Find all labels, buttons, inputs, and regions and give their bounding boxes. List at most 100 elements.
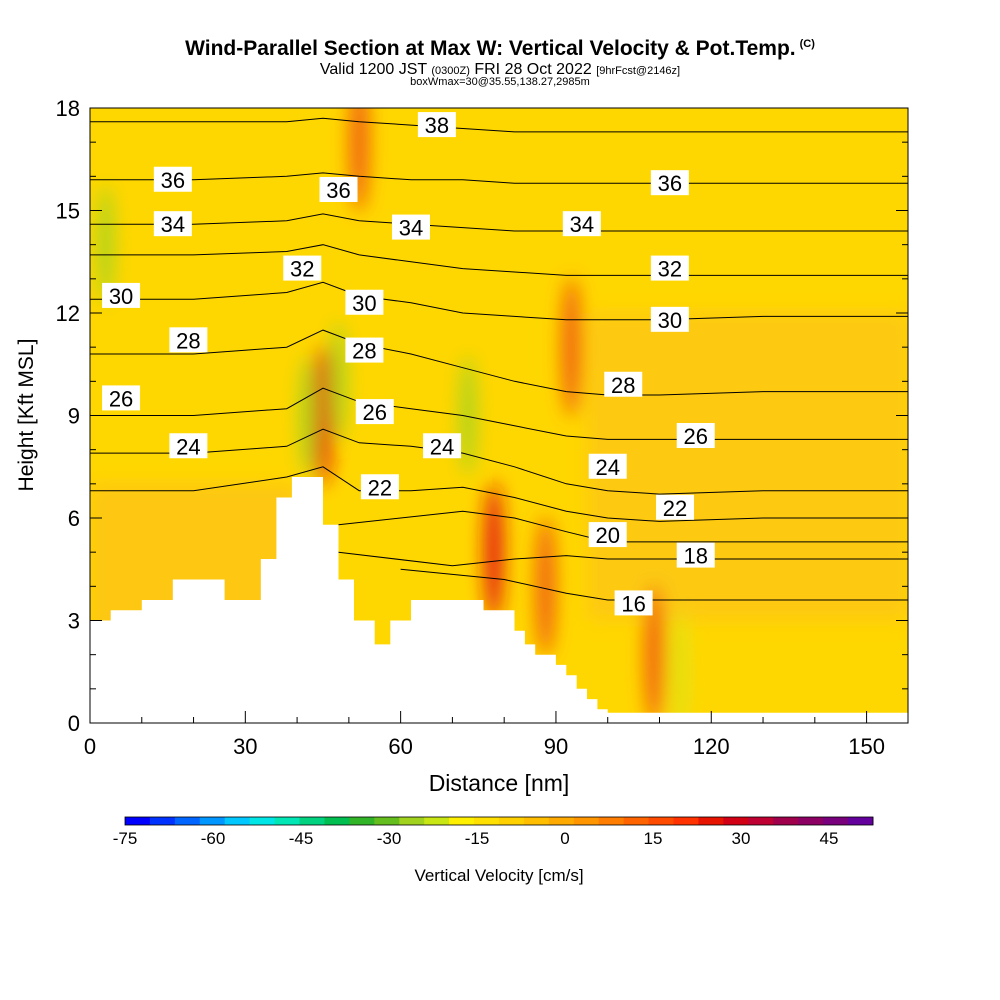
- colorbar-swatch: [499, 817, 525, 825]
- colorbar-tick-label: -15: [465, 829, 490, 848]
- label-text: 38: [425, 113, 449, 138]
- label-text: 24: [595, 455, 619, 480]
- warm-region: [587, 313, 908, 621]
- label-box: [102, 385, 141, 411]
- downdraft-cell: [671, 611, 690, 723]
- colorbar-tick-label: 45: [820, 829, 839, 848]
- downdraft-cell: [458, 355, 477, 476]
- colorbar-tick-label: 0: [560, 829, 569, 848]
- label-text: 18: [683, 544, 707, 569]
- isentrope-38: [90, 117, 908, 133]
- label-text: 22: [663, 496, 687, 521]
- colorbar-label: Vertical Velocity [cm/s]: [414, 866, 583, 885]
- colorbar-swatch: [249, 817, 276, 825]
- isentrope-label: 30: [102, 282, 141, 309]
- x-tick-label: 0: [84, 734, 96, 759]
- label-box: [169, 327, 208, 353]
- isentrope-22: [90, 466, 908, 522]
- updraft-cell: [535, 516, 556, 657]
- label-text: 16: [621, 591, 645, 616]
- isentrope-label: 28: [169, 327, 208, 353]
- x-tick-label: 90: [544, 734, 568, 759]
- label-text: 30: [109, 284, 133, 309]
- label-box: [283, 255, 322, 281]
- terrain-profile: [90, 477, 908, 723]
- colorbar-swatch: [274, 817, 301, 825]
- y-tick-label: 3: [68, 609, 80, 634]
- label-text: 34: [570, 212, 594, 237]
- label-text: 20: [595, 523, 619, 548]
- x-tick-label: 150: [848, 734, 885, 759]
- colorbar-swatch: [324, 817, 350, 825]
- colorbar-tick-label: 30: [732, 829, 751, 848]
- y-tick-label: 9: [68, 404, 80, 429]
- isentrope-16: [400, 568, 908, 601]
- label-box: [614, 590, 653, 616]
- colorbar-swatch: [474, 817, 500, 825]
- label-box: [355, 399, 394, 425]
- colorbar-swatch: [548, 817, 575, 825]
- colorbar-swatch: [299, 817, 325, 825]
- isentrope-28: [90, 329, 908, 396]
- label-box: [345, 289, 384, 315]
- isentrope-label: 32: [650, 255, 689, 282]
- isentrope-label: 24: [423, 433, 462, 459]
- label-text: 30: [658, 308, 682, 333]
- chart-title: Wind-Parallel Section at Max W: Vertical…: [185, 37, 815, 60]
- colorbar-swatch: [125, 817, 151, 825]
- x-tick-label: 60: [388, 734, 412, 759]
- label-box: [417, 112, 456, 138]
- isentrope-label: 34: [391, 214, 430, 241]
- colorbar-swatch: [424, 817, 450, 825]
- isentrope-label: 26: [355, 399, 394, 425]
- x-tick-label: 30: [233, 734, 257, 759]
- label-box: [676, 423, 715, 448]
- colorbar-swatch: [673, 817, 699, 825]
- isentrope-label: 20: [588, 522, 627, 548]
- colorbar-swatch: [374, 817, 400, 825]
- plot-area: 36 34 30 28 26 24 32 36 38 34 30 28 26 24 22 34 36 32 30 28…: [90, 108, 908, 723]
- colorbar-swatch: [823, 817, 849, 825]
- label-box: [650, 170, 689, 196]
- colorbar-swatch: [224, 817, 251, 825]
- label-text: 36: [658, 171, 682, 196]
- label-box: [169, 433, 208, 459]
- isentrope-label: 22: [360, 474, 399, 500]
- updraft-cell: [312, 345, 333, 486]
- isentrope-20: [338, 510, 908, 543]
- label-box: [391, 214, 430, 240]
- updraft-cell: [561, 277, 582, 418]
- label-box: [650, 306, 689, 332]
- downdraft-cell: [329, 321, 348, 442]
- colorbar-tick-label: -30: [377, 829, 402, 848]
- isentrope-label: 24: [588, 453, 627, 480]
- label-box: [153, 211, 192, 237]
- y-tick-label: 6: [68, 506, 80, 531]
- isentrope-labels: 36 34 30 28 26 24 32 36 38 34 30 28 26 24 22 34 36 32 30 28…: [102, 112, 715, 616]
- colorbar-tick-label: -75: [113, 829, 138, 848]
- colorbar-swatch: [399, 817, 425, 825]
- isentrope-label: 16: [614, 590, 653, 616]
- isentrope-34: [90, 213, 908, 232]
- colorbar-swatch: [573, 817, 600, 825]
- isentrope-label: 24: [169, 433, 208, 459]
- x-tick-label: 120: [693, 734, 730, 759]
- label-text: 26: [109, 386, 133, 411]
- downdraft-cell: [96, 184, 115, 305]
- label-text: 26: [683, 424, 707, 449]
- chart-box-info: boxWmax=30@35.55,138.27,2985m: [410, 76, 590, 88]
- copyright-mark: (C): [799, 38, 815, 50]
- x-axis-label: Distance [nm]: [429, 770, 570, 796]
- isentrope-label: 34: [562, 211, 601, 237]
- isentrope-label: 22: [656, 494, 695, 521]
- label-text: 28: [352, 339, 376, 364]
- isentrope-label: 30: [345, 289, 384, 316]
- colorbar-swatch: [174, 817, 201, 825]
- y-tick-label: 0: [68, 711, 80, 736]
- colorbar-tick-label: 15: [644, 829, 663, 848]
- label-box: [423, 433, 462, 459]
- colorbar-swatch: [648, 817, 675, 825]
- colorbar-frame: [124, 816, 874, 826]
- colorbar-swatch: [748, 817, 774, 825]
